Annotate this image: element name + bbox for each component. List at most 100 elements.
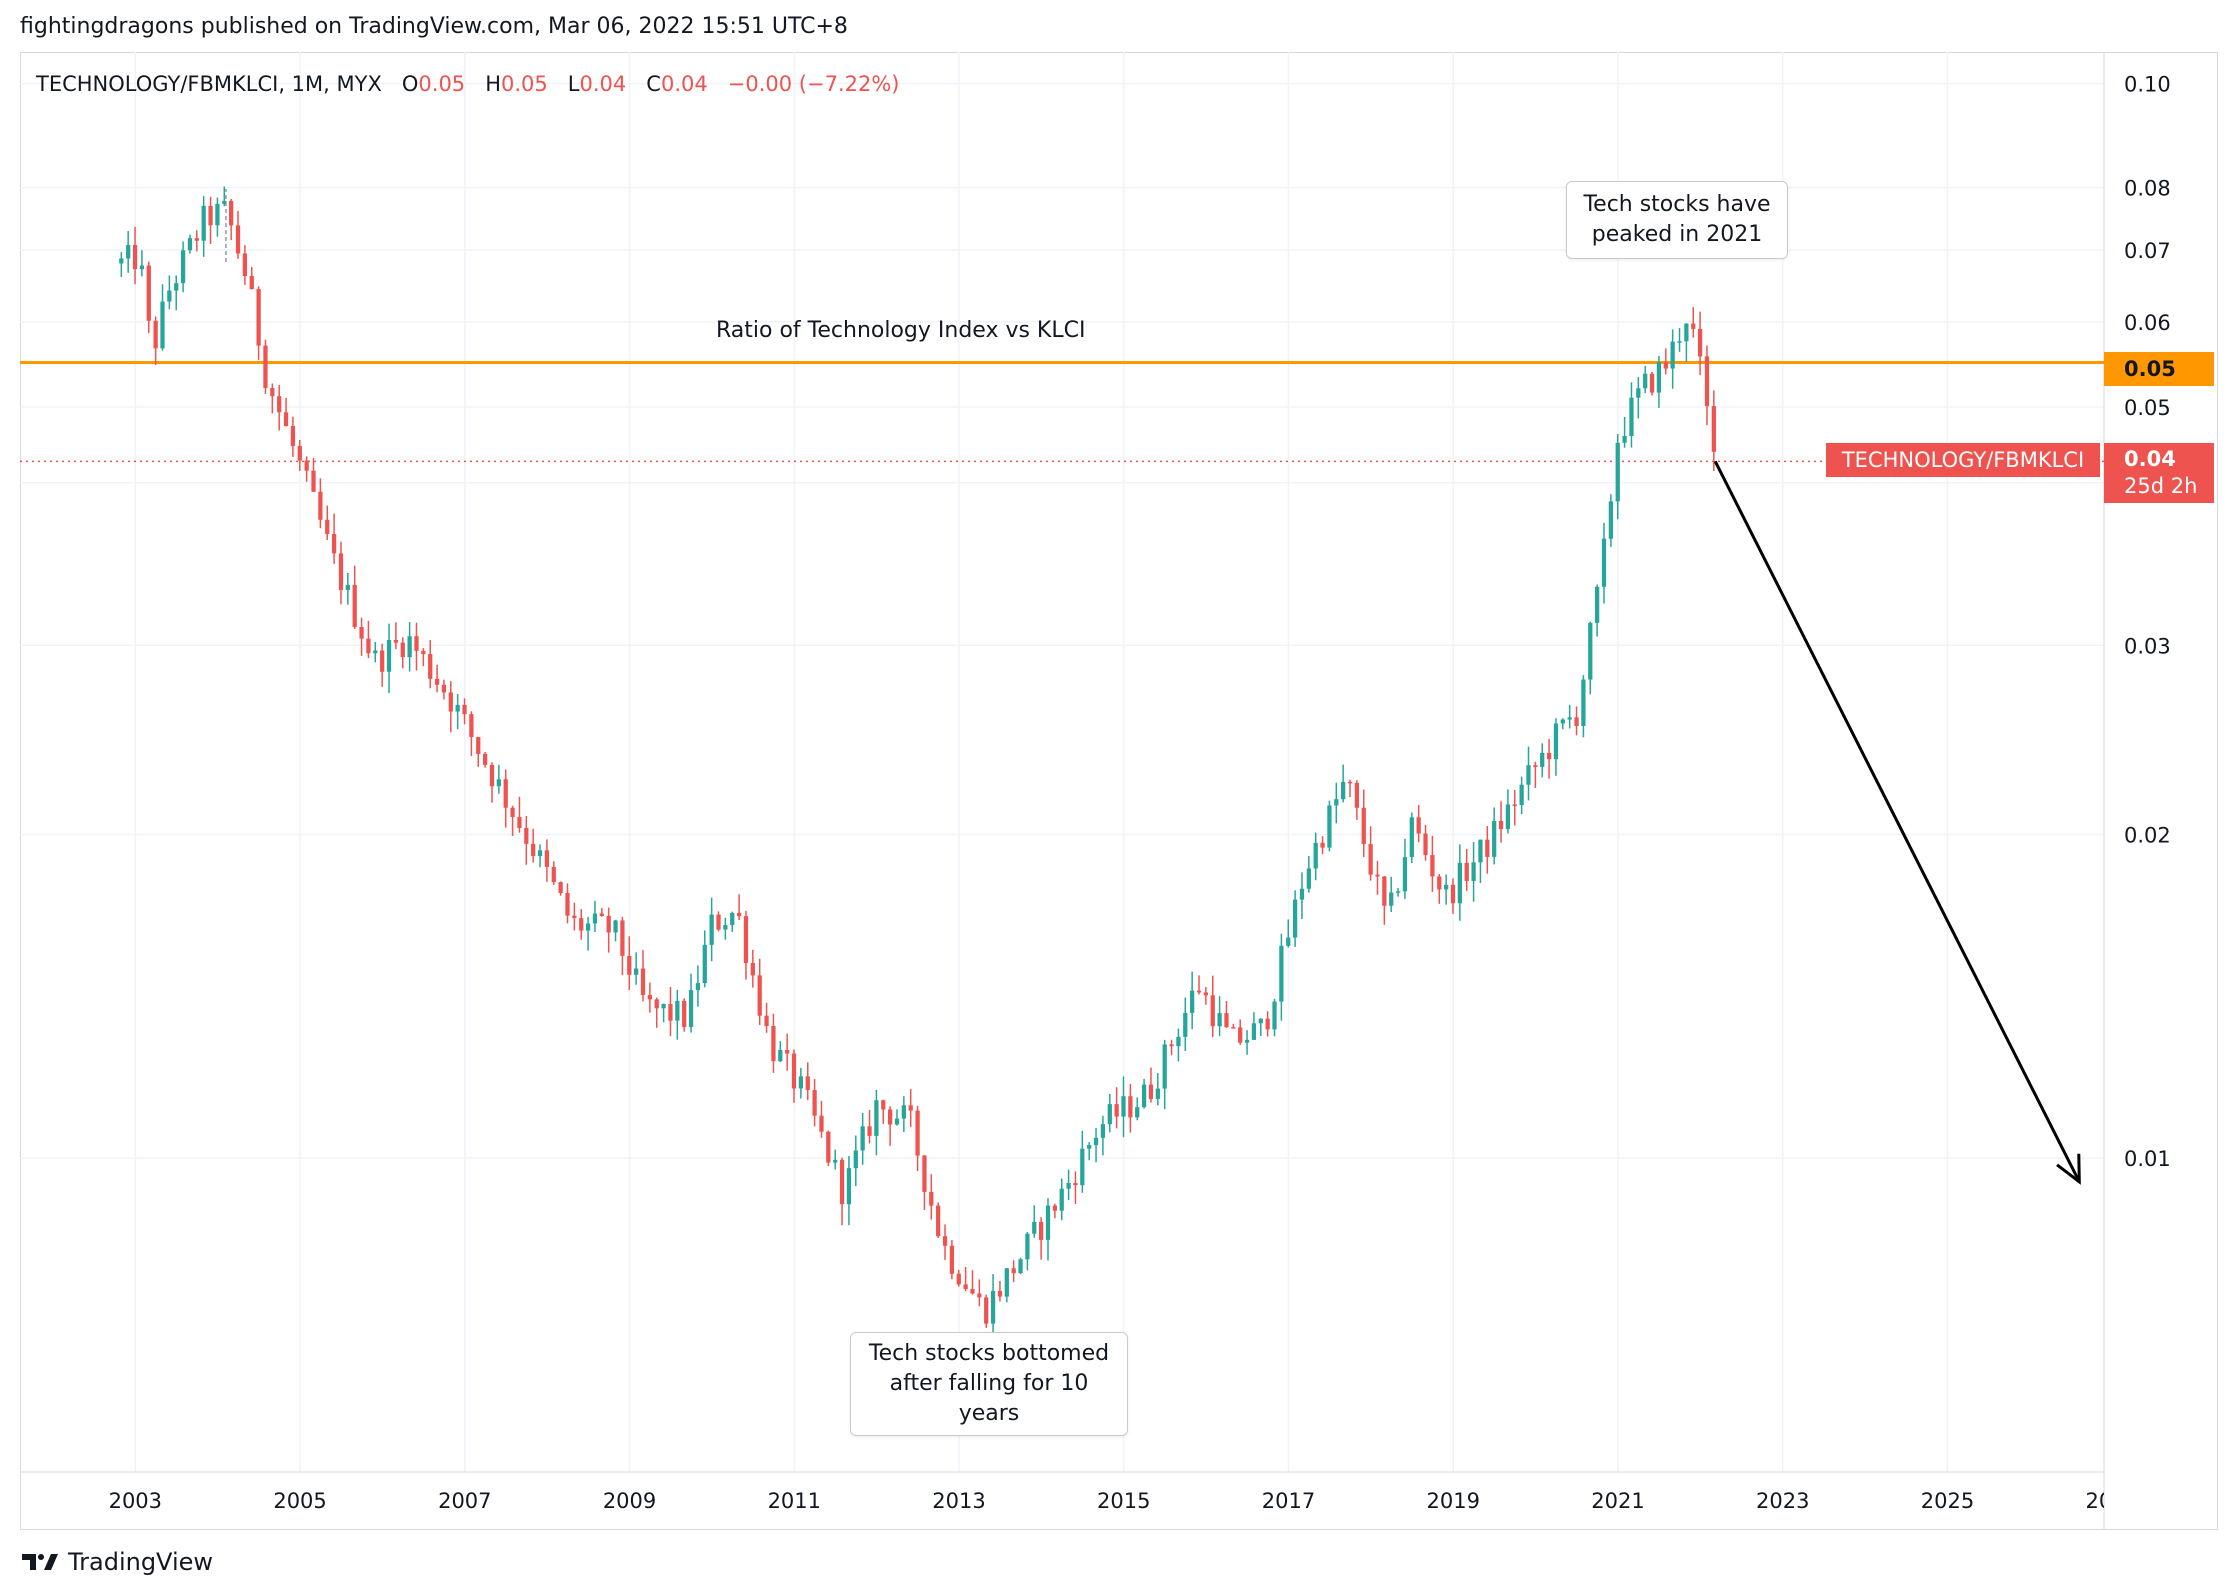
horizontal-line-value: 0.05 bbox=[2124, 357, 2176, 381]
candle-body bbox=[1203, 992, 1209, 996]
candle-up bbox=[798, 1067, 804, 1099]
peak-callout[interactable]: Tech stocks have peaked in 2021 bbox=[1566, 181, 1788, 259]
candle-down bbox=[242, 245, 248, 285]
candle-body bbox=[1313, 842, 1318, 869]
candle-down bbox=[839, 1157, 845, 1226]
peak-callout-line-1: Tech stocks have bbox=[1583, 192, 1771, 217]
candle-up bbox=[695, 965, 701, 1007]
candle-body bbox=[675, 1000, 680, 1021]
candle-body bbox=[1636, 388, 1641, 398]
candle-body bbox=[462, 704, 467, 715]
candle-down bbox=[366, 620, 371, 659]
candle-down bbox=[887, 1106, 893, 1146]
candle-up bbox=[1107, 1094, 1112, 1133]
grid-lines bbox=[20, 52, 2104, 1472]
candle-down bbox=[558, 881, 563, 896]
y-tick-label: 0.02 bbox=[2124, 823, 2171, 847]
candle-down bbox=[606, 907, 611, 953]
candle-body bbox=[736, 912, 742, 917]
candle-down bbox=[1450, 878, 1456, 914]
candle-body bbox=[963, 1284, 968, 1290]
candle-body bbox=[1272, 1001, 1277, 1030]
candle-body bbox=[1464, 862, 1469, 881]
bottom-callout[interactable]: Tech stocks bottomed after falling for 1… bbox=[850, 1332, 1128, 1436]
ratio-line-label[interactable]: Ratio of Technology Index vs KLCI bbox=[716, 318, 1086, 343]
chart-frame[interactable] bbox=[20, 52, 2218, 1530]
candle-down bbox=[318, 478, 323, 529]
candle-down bbox=[263, 339, 268, 394]
candle-body bbox=[1169, 1044, 1174, 1047]
candle-down bbox=[757, 958, 762, 1025]
candle-body bbox=[318, 491, 323, 520]
candle-body bbox=[592, 913, 598, 924]
candle-down bbox=[297, 439, 302, 471]
candle-down bbox=[1649, 372, 1655, 396]
candle-up bbox=[1334, 782, 1339, 824]
candle-up bbox=[1608, 494, 1613, 547]
candle-body bbox=[627, 955, 632, 975]
candle-body bbox=[702, 944, 707, 984]
candle-body bbox=[1018, 1259, 1023, 1274]
candle-body bbox=[366, 638, 371, 654]
candle-body bbox=[373, 650, 378, 654]
candle-up bbox=[1389, 876, 1394, 912]
y-tick-label: 0.08 bbox=[2124, 177, 2171, 201]
candle-up bbox=[1176, 1028, 1181, 1062]
candle-body bbox=[750, 962, 755, 976]
candle-body bbox=[517, 816, 522, 828]
candle-body bbox=[1656, 362, 1662, 393]
candle-down bbox=[963, 1266, 968, 1292]
candle-body bbox=[894, 1118, 900, 1125]
price-axis: 0.100.080.070.060.050.050.040.030.020.01 bbox=[2124, 73, 2171, 1171]
candle-body bbox=[421, 650, 426, 655]
candle-body bbox=[1361, 807, 1366, 845]
candle-body bbox=[1567, 717, 1572, 720]
candle-down bbox=[997, 1280, 1003, 1302]
last-price-tag: 0.04 25d 2h bbox=[2104, 443, 2214, 503]
candle-up bbox=[1272, 998, 1277, 1037]
candle-up bbox=[160, 284, 165, 351]
candle-body bbox=[1265, 1018, 1270, 1030]
candle-up bbox=[1560, 718, 1565, 730]
candle-down bbox=[881, 1099, 886, 1124]
candle-up bbox=[222, 186, 227, 207]
candle-body bbox=[1691, 323, 1696, 329]
candle-down bbox=[682, 998, 687, 1032]
candle-body bbox=[1649, 373, 1655, 393]
x-tick-label: 2009 bbox=[603, 1489, 656, 1513]
candle-down bbox=[338, 541, 344, 605]
candle-down bbox=[146, 261, 151, 334]
candle-body bbox=[908, 1105, 913, 1111]
candle-down bbox=[441, 679, 447, 700]
candle-down bbox=[956, 1269, 961, 1287]
candle-down bbox=[1546, 738, 1552, 779]
candle-up bbox=[167, 275, 172, 310]
candle-body bbox=[1670, 341, 1675, 369]
projection-arrow-layer bbox=[1713, 460, 2081, 1185]
candle-body bbox=[1485, 839, 1490, 857]
candle-up bbox=[1306, 856, 1311, 893]
candle-up bbox=[675, 989, 680, 1040]
candle-down bbox=[1663, 348, 1668, 375]
footer-brand[interactable]: TradingView bbox=[20, 1548, 213, 1576]
candle-body bbox=[277, 396, 282, 413]
candle-body bbox=[881, 1100, 886, 1110]
x-tick-label: 2017 bbox=[1262, 1489, 1315, 1513]
candle-up bbox=[1457, 844, 1462, 921]
candle-down bbox=[791, 1049, 797, 1103]
legend-open-value: 0.05 bbox=[418, 72, 466, 96]
candle-body bbox=[558, 882, 563, 894]
candle-down bbox=[1354, 780, 1360, 820]
candle-up bbox=[1581, 675, 1586, 738]
candle-body bbox=[1135, 1107, 1140, 1118]
candle-body bbox=[263, 345, 268, 389]
candle-body bbox=[661, 1004, 666, 1009]
candle-down bbox=[1430, 835, 1435, 892]
legend-low-value: 0.04 bbox=[579, 72, 627, 96]
candle-up bbox=[730, 911, 735, 932]
candle-down bbox=[668, 987, 673, 1037]
candle-body bbox=[1341, 781, 1346, 800]
candle-up bbox=[1409, 812, 1414, 864]
candle-up bbox=[187, 234, 193, 254]
